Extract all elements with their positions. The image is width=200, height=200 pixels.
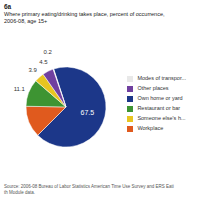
html-text:2006-08, age 15+: 2006-08, age 15+ bbox=[4, 18, 48, 24]
html-text:Source: 2006-08 Bureau of Labo: Source: 2006-08 Bureau of Labor Statisti… bbox=[4, 184, 174, 189]
svg-text:0.2: 0.2 bbox=[44, 49, 53, 55]
html-text:th Module data.: th Module data. bbox=[4, 190, 35, 195]
svg-text:3.9: 3.9 bbox=[28, 67, 37, 73]
html-text:Other places: Other places bbox=[137, 85, 169, 91]
svg-text:11.1: 11.1 bbox=[14, 86, 26, 92]
svg-text:67.5: 67.5 bbox=[81, 109, 95, 116]
html-text:Someone else's h...: Someone else's h... bbox=[137, 115, 186, 121]
svg-text:4.5: 4.5 bbox=[39, 59, 48, 65]
html-text:Workplace: Workplace bbox=[137, 125, 164, 131]
html-text:Restaurant or bar: Restaurant or bar bbox=[137, 105, 181, 111]
html-text:6a: 6a bbox=[4, 3, 12, 10]
html-text:Modes of transpor...: Modes of transpor... bbox=[137, 75, 186, 81]
html-text:Where primary eating/drinking: Where primary eating/drinking takes plac… bbox=[4, 11, 165, 17]
html-text:Own home or yard: Own home or yard bbox=[137, 95, 183, 101]
